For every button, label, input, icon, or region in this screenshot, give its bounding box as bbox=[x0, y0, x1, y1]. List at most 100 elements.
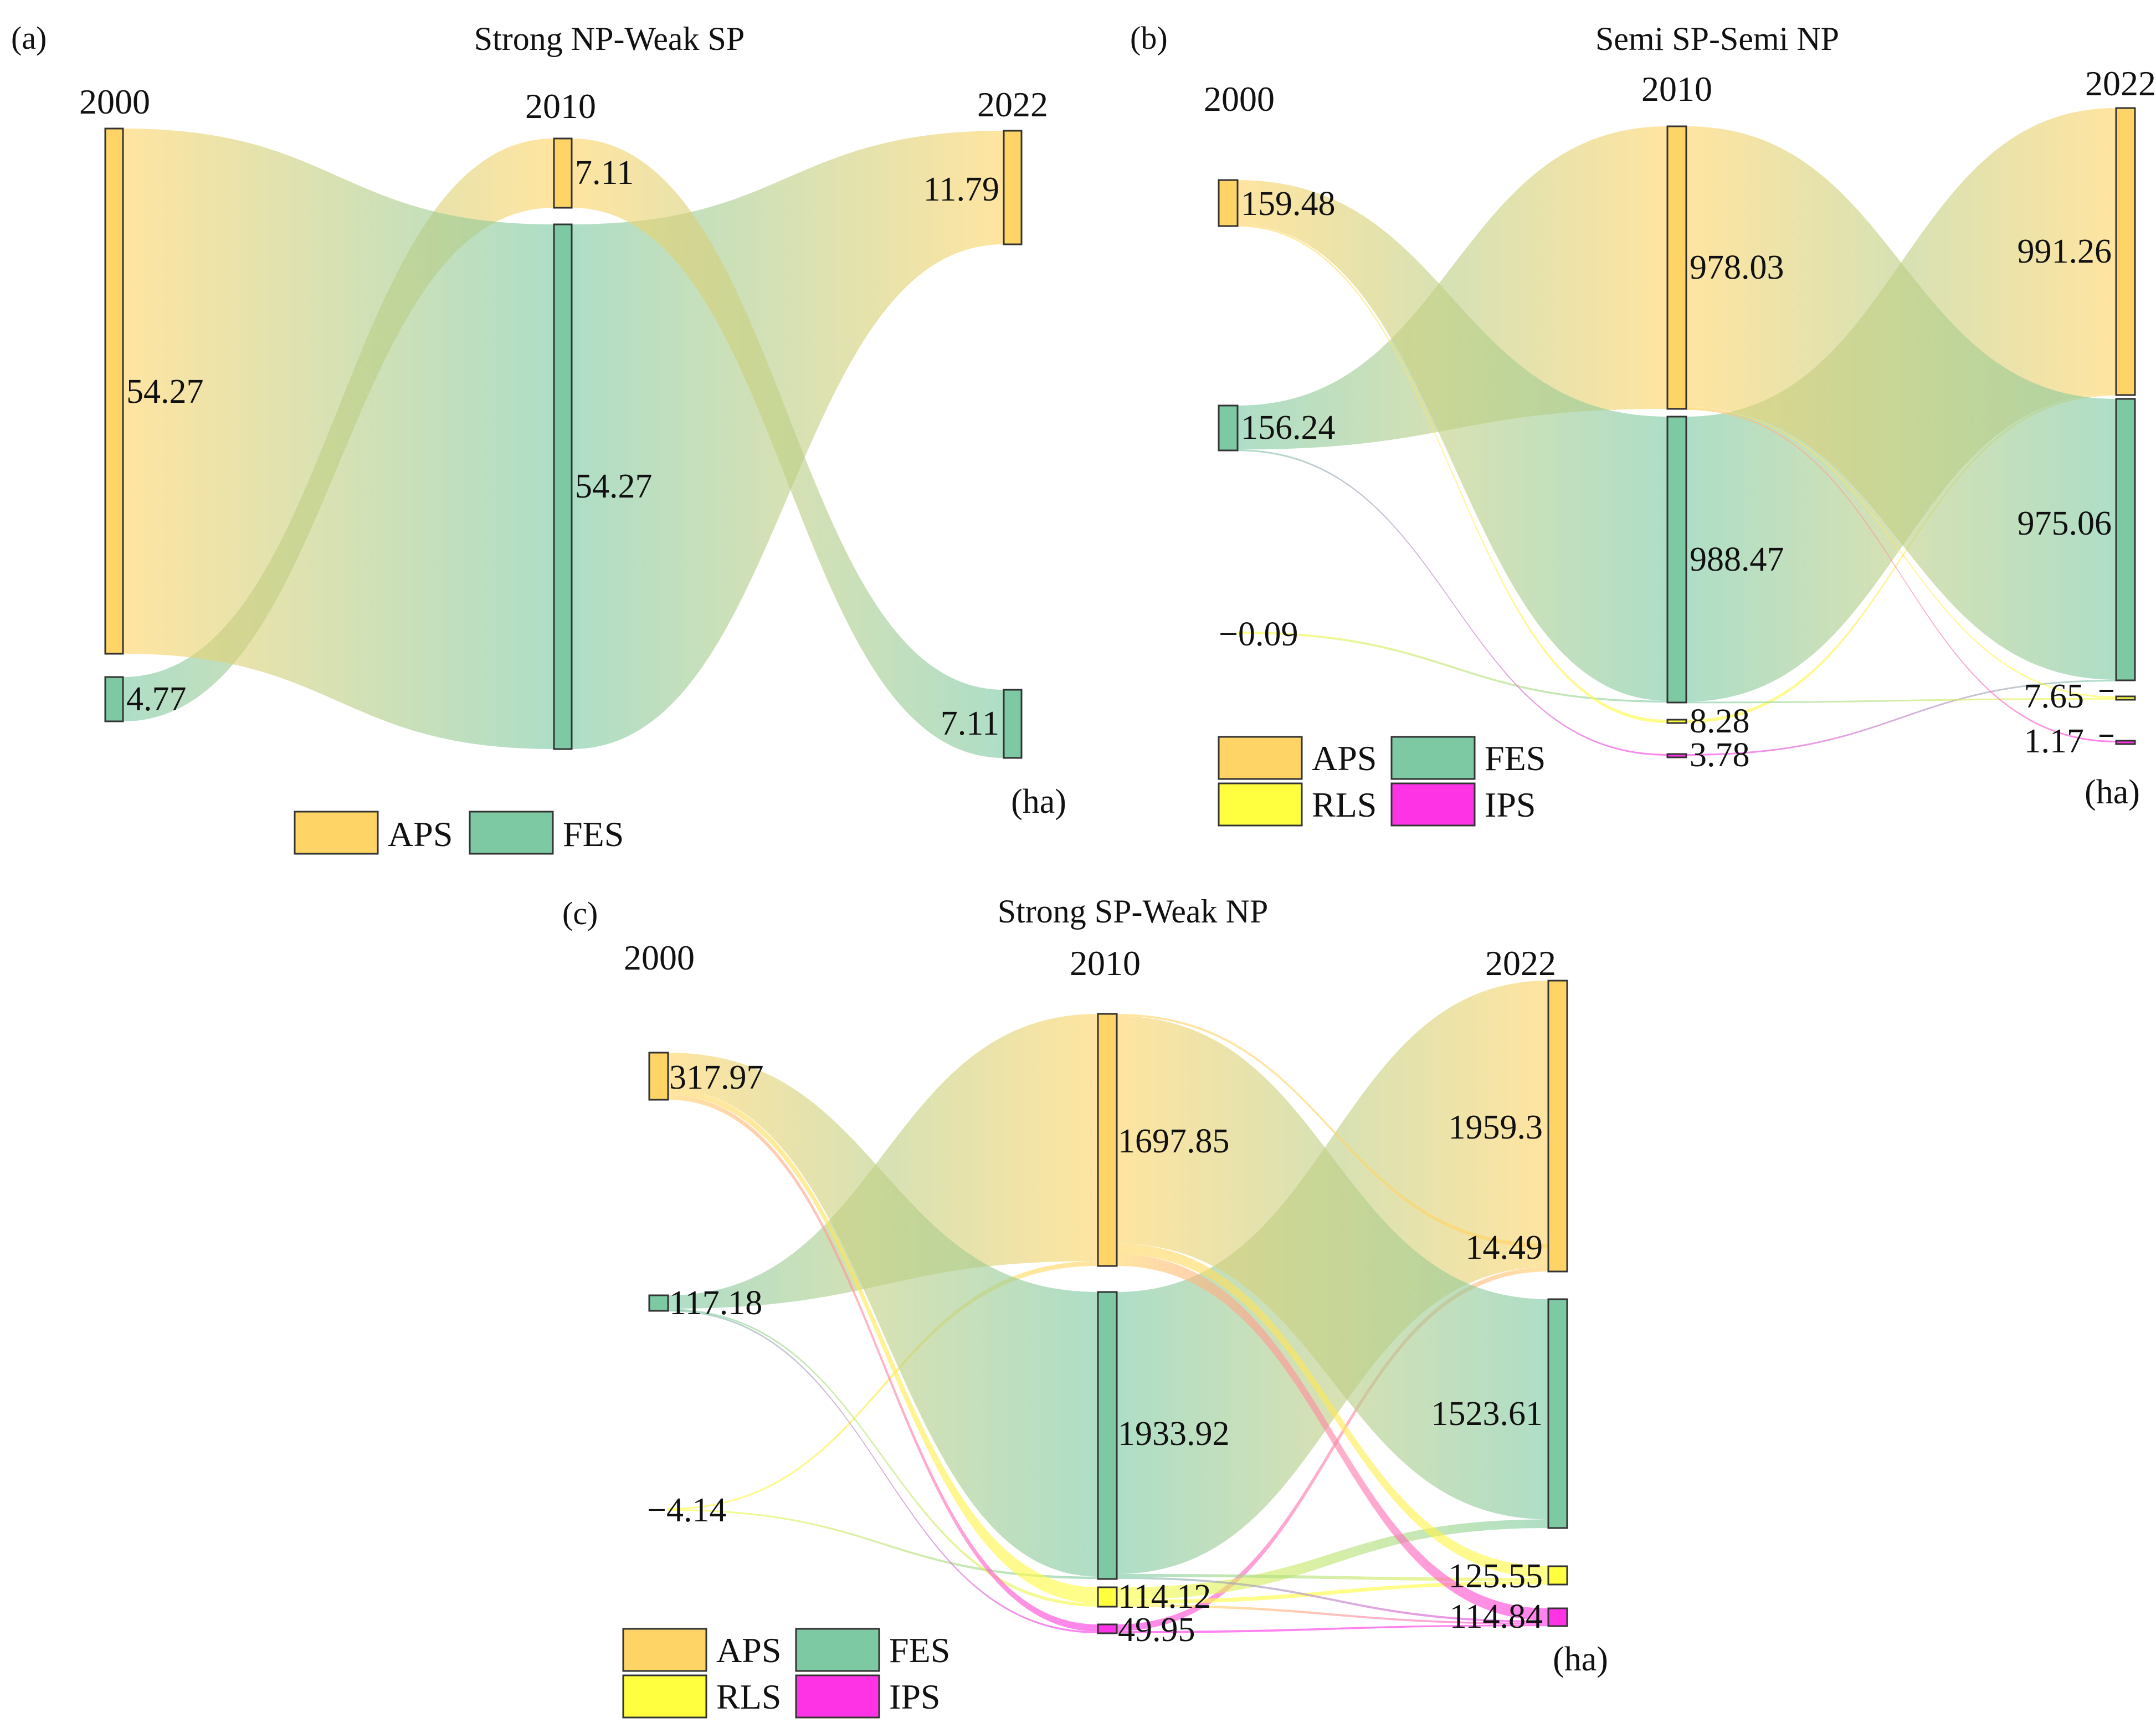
flow-fes-to-rls bbox=[668, 1309, 1098, 1607]
panel-b-unit-label: (ha) bbox=[2085, 773, 2140, 811]
node-2010-ips bbox=[1097, 1623, 1118, 1634]
node-2022-aps bbox=[1547, 980, 1568, 1273]
flow-rls-to-aps bbox=[668, 1261, 1098, 1510]
node-label-2010-ips: 3.78 bbox=[1690, 736, 1750, 774]
flow-rls-to-rls bbox=[1117, 1581, 1548, 1604]
panel-a-title: Strong NP-Weak SP bbox=[474, 20, 745, 57]
panel-b: (b) Semi SP-Semi NP 2000 2010 2022 159.4… bbox=[1130, 20, 2156, 827]
panel-a-legend: APS FES bbox=[294, 811, 624, 855]
node-2022-aps bbox=[1003, 130, 1023, 245]
flow-aps-to-rls bbox=[1686, 407, 2116, 698]
node-2010-aps bbox=[1097, 1013, 1118, 1267]
flow-fes-to-ips bbox=[1238, 449, 1667, 756]
legend-swatch-rls bbox=[622, 1674, 707, 1719]
node-2022-fes bbox=[1547, 1298, 1568, 1529]
node-2010-rls bbox=[1666, 719, 1687, 724]
panel-c-year-2010: 2010 bbox=[1070, 944, 1141, 983]
node-label-2000-fes: 4.77 bbox=[126, 680, 187, 718]
node-label-2022-aps: 11.79 bbox=[923, 171, 999, 208]
panel-b-letter: (b) bbox=[1130, 20, 1168, 56]
legend-swatch-aps bbox=[294, 811, 379, 855]
panel-a-year-2010: 2010 bbox=[525, 86, 596, 126]
node-2022-rls bbox=[2115, 695, 2136, 701]
legend-swatch-fes bbox=[795, 1628, 880, 1672]
flow-aps-to-rls bbox=[668, 1089, 1098, 1604]
panel-c-legend: APS FES RLS IPS bbox=[622, 1628, 950, 1719]
node-2000-aps bbox=[104, 127, 124, 655]
node-2010-fes bbox=[1097, 1291, 1118, 1580]
node-2022-aps bbox=[2115, 107, 2136, 396]
node-label-2000-aps: 54.27 bbox=[126, 373, 204, 411]
node-label-2010-rls: 8.28 bbox=[1690, 703, 1750, 740]
panel-c-year-2022: 2022 bbox=[1485, 944, 1556, 983]
legend-swatch-aps bbox=[1218, 736, 1303, 780]
node-2022-fes bbox=[2115, 398, 2136, 681]
node-2022-ips bbox=[1547, 1607, 1568, 1627]
panel-a-year-2000: 2000 bbox=[79, 82, 150, 121]
flow-rls-to-fes bbox=[1117, 1519, 1548, 1600]
node-2010-fes bbox=[553, 223, 573, 750]
node-label-2010-fes: 1933.92 bbox=[1118, 1415, 1230, 1453]
legend-swatch-fes bbox=[469, 811, 554, 855]
legend-swatch-fes bbox=[1390, 736, 1476, 780]
node-label-2010-aps: 978.03 bbox=[1690, 249, 1784, 286]
node-2010-fes bbox=[1666, 416, 1687, 704]
flow-aps-to-fes bbox=[1238, 180, 1667, 701]
legend-label-rls: RLS bbox=[716, 1677, 781, 1716]
flow-fes-to-aps bbox=[668, 1014, 1098, 1309]
panel-c-flows bbox=[668, 981, 1548, 1633]
node-label-2022-ips: 114.84 bbox=[1450, 1598, 1543, 1635]
legend-label-aps: APS bbox=[1312, 739, 1377, 778]
node-label-2010-rls: 114.12 bbox=[1118, 1578, 1211, 1616]
panel-c-letter: (c) bbox=[562, 895, 598, 931]
node-2022-rls bbox=[1547, 1565, 1568, 1586]
node-label-2010-fes: 988.47 bbox=[1690, 541, 1784, 578]
panel-c-unit-label: (ha) bbox=[1553, 1640, 1608, 1678]
panel-a-nodes: 54.27 4.77 7.11 54.27 11.79 7.11 bbox=[104, 127, 1023, 759]
panel-b-title: Semi SP-Semi NP bbox=[1595, 20, 1839, 57]
node-2022-ips bbox=[2115, 740, 2136, 745]
node-label-2000-aps: 159.48 bbox=[1241, 185, 1336, 223]
legend-label-aps: APS bbox=[388, 814, 453, 854]
flow-aps-to-fes bbox=[668, 1053, 1098, 1577]
node-2000-fes bbox=[1218, 404, 1239, 452]
panel-a-letter: (a) bbox=[11, 20, 47, 56]
flow-ips-to-ips bbox=[1117, 1624, 1548, 1633]
node-label-2010-aps: 7.11 bbox=[575, 154, 634, 192]
node-label-2022-rls: 7.65 bbox=[2024, 678, 2085, 715]
legend-label-fes: FES bbox=[1485, 739, 1546, 778]
flow-fes-to-rls bbox=[1686, 698, 2116, 704]
node-2000-aps bbox=[1218, 179, 1239, 227]
legend-label-aps: APS bbox=[716, 1631, 781, 1670]
node-label-2000-fes: 117.18 bbox=[669, 1284, 762, 1322]
legend-swatch-ips bbox=[795, 1674, 880, 1719]
node-label-2000-rls: −0.09 bbox=[1219, 616, 1298, 653]
legend-swatch-rls bbox=[1218, 782, 1303, 827]
legend-label-ips: IPS bbox=[1485, 785, 1536, 824]
panel-b-year-2010: 2010 bbox=[1641, 69, 1712, 109]
legend-label-ips: IPS bbox=[889, 1677, 941, 1716]
legend-label-rls: RLS bbox=[1312, 785, 1377, 824]
node-label-2022-fes: 1523.61 bbox=[1431, 1395, 1543, 1433]
node-label-2000-aps: 317.97 bbox=[669, 1059, 764, 1096]
panel-c: (c) Strong SP-Weak NP 2000 2010 2022 317… bbox=[562, 893, 1608, 1719]
flow-aps-to-ips bbox=[668, 1095, 1098, 1632]
node-2022-fes bbox=[1003, 689, 1023, 759]
node-2010-rls bbox=[1097, 1586, 1118, 1608]
panel-c-year-2000: 2000 bbox=[624, 938, 695, 977]
panel-a: (a) Strong NP-Weak SP 2000 2010 2022 54.… bbox=[11, 20, 1066, 855]
node-label-2010-fes: 54.27 bbox=[575, 468, 653, 505]
node-label-2022-rls: 125.55 bbox=[1449, 1557, 1543, 1595]
flow-fes-to-ips bbox=[1117, 1577, 1548, 1623]
node-label-2022-fes: 975.06 bbox=[2018, 505, 2112, 542]
flow-rls-to-aps bbox=[1686, 393, 2116, 723]
legend-swatch-ips bbox=[1390, 782, 1476, 827]
node-label-2022-aps: 1959.3 bbox=[1449, 1109, 1543, 1146]
node-2000-fes bbox=[648, 1294, 669, 1312]
panel-b-year-2022: 2022 bbox=[2085, 64, 2156, 103]
flow-ips-to-aps bbox=[1117, 1267, 1548, 1631]
node-label-2010-ips: 49.95 bbox=[1118, 1611, 1195, 1649]
node-label-2000-rls: −4.14 bbox=[647, 1491, 726, 1529]
flow-rls-to-ips bbox=[1117, 1604, 1548, 1625]
